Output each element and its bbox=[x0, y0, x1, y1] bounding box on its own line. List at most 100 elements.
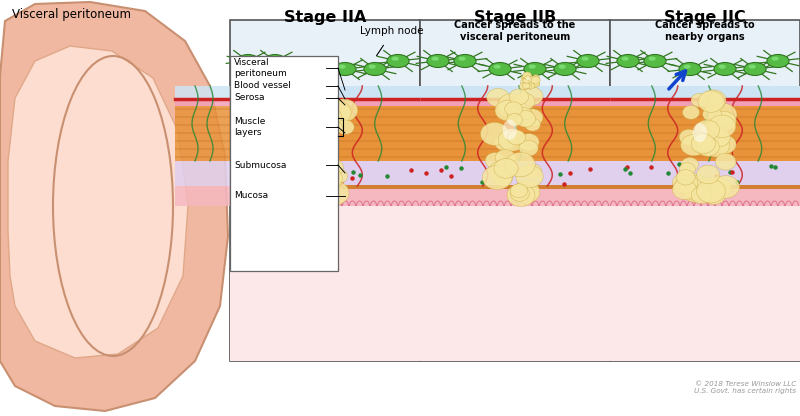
Ellipse shape bbox=[521, 109, 543, 126]
Bar bbox=[610, 185, 800, 189]
Bar bbox=[610, 148, 800, 150]
Bar bbox=[230, 206, 420, 361]
Ellipse shape bbox=[314, 119, 332, 134]
Ellipse shape bbox=[531, 77, 538, 82]
Ellipse shape bbox=[523, 84, 529, 89]
Bar bbox=[230, 106, 420, 161]
Ellipse shape bbox=[705, 177, 731, 198]
Ellipse shape bbox=[299, 62, 321, 75]
Ellipse shape bbox=[321, 108, 337, 121]
Bar bbox=[230, 185, 420, 189]
Text: Cancer spreads to the
visceral peritoneum: Cancer spreads to the visceral peritoneu… bbox=[454, 20, 576, 42]
Bar bbox=[230, 140, 420, 142]
Ellipse shape bbox=[387, 54, 409, 67]
Ellipse shape bbox=[708, 129, 730, 147]
Ellipse shape bbox=[532, 77, 538, 82]
Polygon shape bbox=[8, 46, 188, 358]
Ellipse shape bbox=[708, 115, 736, 138]
Ellipse shape bbox=[707, 94, 722, 106]
Ellipse shape bbox=[713, 135, 736, 154]
Ellipse shape bbox=[681, 175, 712, 201]
Ellipse shape bbox=[498, 129, 526, 151]
Polygon shape bbox=[0, 2, 228, 411]
Ellipse shape bbox=[525, 118, 541, 131]
Bar bbox=[610, 156, 800, 158]
Ellipse shape bbox=[533, 80, 540, 86]
Ellipse shape bbox=[702, 106, 722, 122]
Ellipse shape bbox=[334, 62, 356, 75]
Ellipse shape bbox=[683, 64, 690, 69]
Text: Stage IIB: Stage IIB bbox=[474, 10, 556, 25]
Ellipse shape bbox=[526, 81, 532, 85]
Bar bbox=[420, 124, 610, 126]
Ellipse shape bbox=[744, 62, 766, 75]
Ellipse shape bbox=[512, 181, 540, 203]
Ellipse shape bbox=[519, 83, 528, 90]
Ellipse shape bbox=[681, 157, 698, 171]
Ellipse shape bbox=[526, 84, 532, 89]
Ellipse shape bbox=[311, 175, 334, 193]
Ellipse shape bbox=[649, 57, 656, 61]
Bar bbox=[175, 106, 230, 161]
Bar bbox=[420, 116, 610, 118]
Ellipse shape bbox=[526, 78, 530, 80]
Text: Visceral
peritoneum: Visceral peritoneum bbox=[234, 58, 286, 78]
Ellipse shape bbox=[302, 183, 322, 199]
Ellipse shape bbox=[767, 54, 789, 67]
Bar bbox=[610, 206, 800, 361]
Ellipse shape bbox=[525, 78, 530, 83]
Ellipse shape bbox=[316, 118, 339, 136]
Ellipse shape bbox=[506, 114, 522, 126]
Ellipse shape bbox=[617, 54, 639, 67]
Bar bbox=[420, 148, 610, 150]
Ellipse shape bbox=[304, 176, 330, 197]
Ellipse shape bbox=[515, 111, 535, 127]
Ellipse shape bbox=[304, 156, 330, 177]
Ellipse shape bbox=[524, 62, 546, 75]
Bar bbox=[420, 186, 610, 206]
Ellipse shape bbox=[681, 134, 706, 156]
Ellipse shape bbox=[510, 184, 527, 198]
Ellipse shape bbox=[691, 187, 712, 203]
Ellipse shape bbox=[697, 165, 720, 184]
Ellipse shape bbox=[526, 82, 535, 89]
Text: Muscle
layers: Muscle layers bbox=[234, 117, 266, 137]
Ellipse shape bbox=[698, 91, 725, 112]
Ellipse shape bbox=[532, 75, 539, 80]
Bar bbox=[230, 132, 420, 134]
Ellipse shape bbox=[307, 161, 331, 180]
Ellipse shape bbox=[294, 109, 319, 129]
Ellipse shape bbox=[701, 121, 723, 139]
Bar bbox=[420, 108, 610, 110]
Ellipse shape bbox=[507, 184, 535, 207]
Ellipse shape bbox=[524, 76, 530, 81]
Text: Stage IIA: Stage IIA bbox=[284, 10, 366, 25]
Ellipse shape bbox=[338, 64, 346, 69]
Text: Blood vessel: Blood vessel bbox=[234, 82, 291, 91]
Bar bbox=[420, 140, 610, 142]
Ellipse shape bbox=[691, 94, 708, 107]
Ellipse shape bbox=[482, 165, 512, 190]
Bar bbox=[175, 132, 230, 134]
Ellipse shape bbox=[708, 136, 725, 150]
Ellipse shape bbox=[302, 118, 318, 131]
Ellipse shape bbox=[427, 54, 449, 67]
Ellipse shape bbox=[521, 82, 530, 89]
Bar bbox=[610, 124, 800, 126]
Bar bbox=[175, 116, 230, 118]
Ellipse shape bbox=[296, 182, 322, 202]
Ellipse shape bbox=[529, 79, 538, 87]
Ellipse shape bbox=[237, 54, 259, 67]
Ellipse shape bbox=[529, 64, 536, 69]
Ellipse shape bbox=[454, 54, 476, 67]
Ellipse shape bbox=[526, 79, 534, 86]
Bar bbox=[175, 161, 230, 186]
Bar bbox=[175, 98, 230, 106]
Ellipse shape bbox=[486, 153, 505, 168]
Ellipse shape bbox=[514, 93, 535, 110]
Ellipse shape bbox=[518, 134, 539, 151]
Bar bbox=[230, 148, 420, 150]
Ellipse shape bbox=[296, 108, 315, 123]
Bar bbox=[230, 20, 420, 361]
Bar bbox=[610, 108, 800, 110]
